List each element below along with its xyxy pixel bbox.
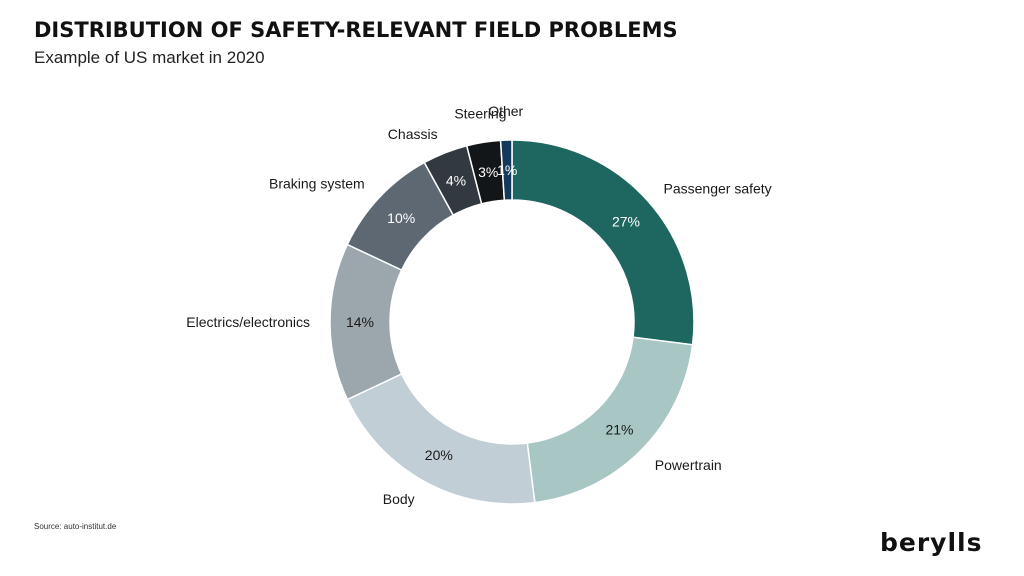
- category-label-powertrain: Powertrain: [655, 457, 722, 473]
- category-label-electrics-electronics: Electrics/electronics: [186, 314, 310, 330]
- value-label-chassis: 4%: [446, 173, 466, 189]
- value-label-other: 1%: [497, 162, 517, 178]
- category-label-braking-system: Braking system: [269, 176, 365, 192]
- category-label-other: Other: [488, 103, 523, 119]
- category-label-chassis: Chassis: [388, 126, 438, 142]
- value-label-powertrain: 21%: [605, 422, 633, 438]
- category-label-passenger-safety: Passenger safety: [664, 180, 772, 196]
- slice-other: [499, 139, 513, 202]
- value-label-electrics-electronics: 14%: [346, 314, 374, 330]
- chart-subtitle: Example of US market in 2020: [34, 48, 265, 67]
- slice-body: [346, 372, 536, 505]
- donut-slices: [329, 139, 695, 505]
- slice-passenger-safety: [511, 139, 695, 346]
- value-label-braking-system: 10%: [387, 210, 415, 226]
- donut-category-labels: Passenger safety Powertrain Body Electrics/…: [186, 103, 771, 507]
- category-label-steering: Steering: [454, 106, 506, 122]
- value-label-passenger-safety: 27%: [612, 214, 640, 230]
- category-label-body: Body: [383, 491, 415, 507]
- chart-title: DISTRIBUTION OF SAFETY-RELEVANT FIELD PR…: [34, 18, 678, 42]
- slice-powertrain: [526, 336, 694, 504]
- donut-value-labels: 27% 21% 20% 14% 10% 4% 3%1%: [346, 162, 640, 463]
- value-label-steering: 3%: [478, 164, 498, 180]
- source-note: Source: auto-institut.de: [34, 522, 117, 531]
- brand-logo: berylls: [880, 528, 983, 557]
- value-label-body: 20%: [425, 447, 453, 463]
